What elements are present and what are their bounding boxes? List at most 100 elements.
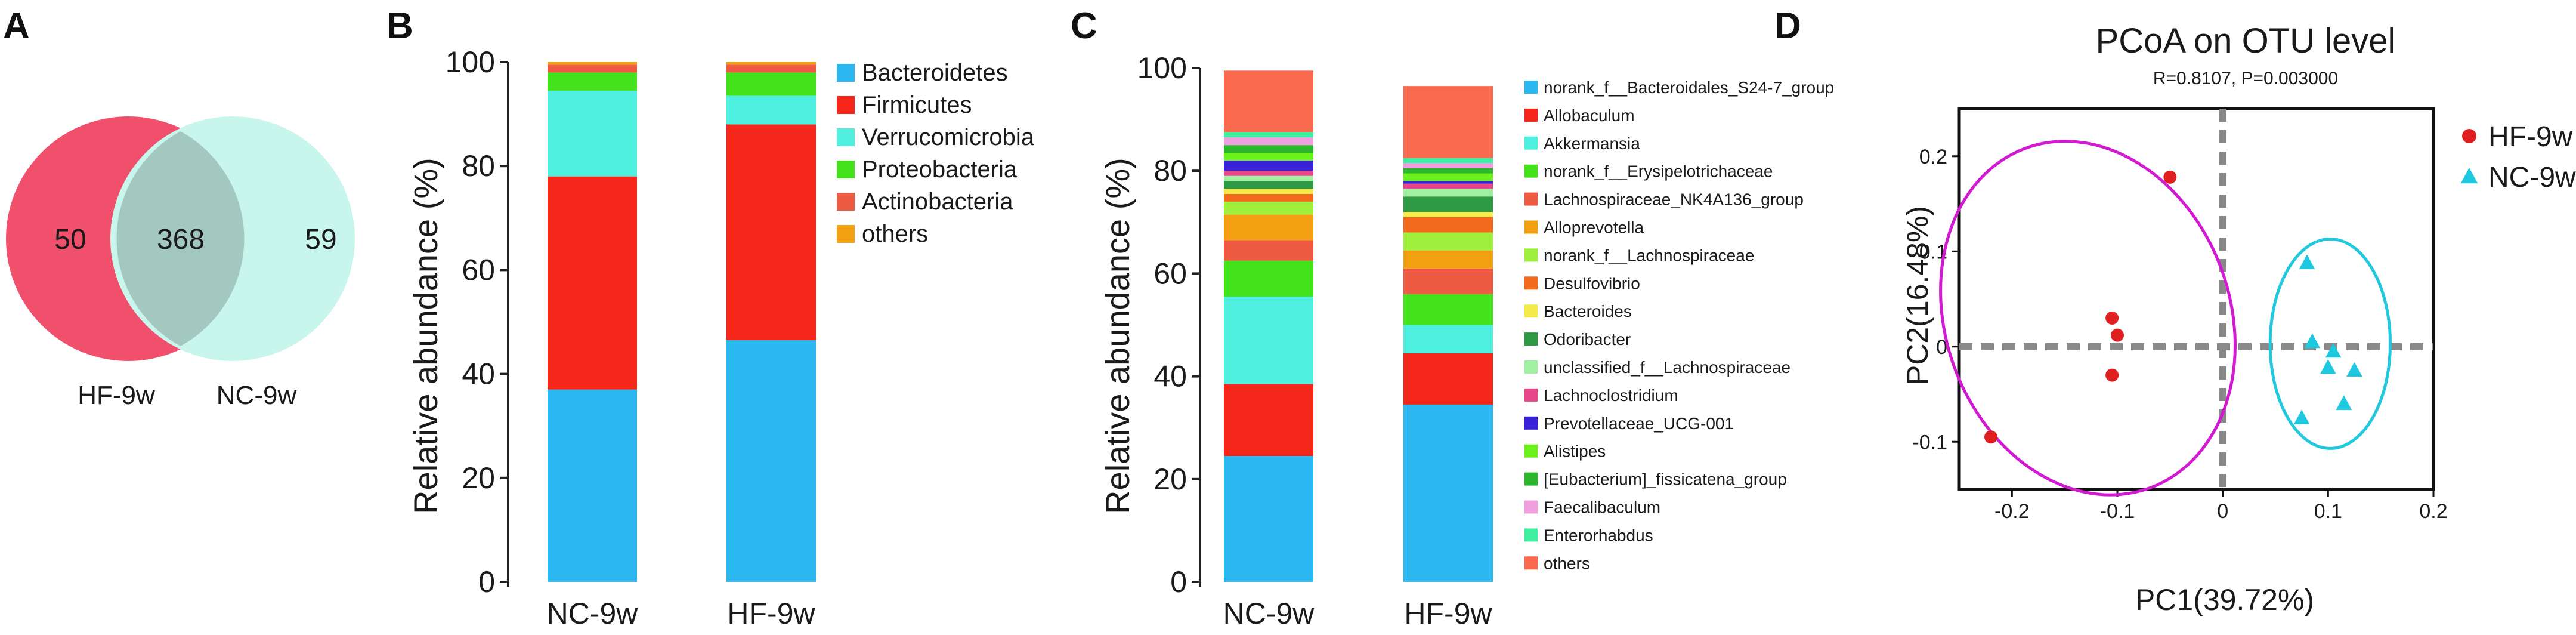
c-legend-label: Alloprevotella [1544, 218, 1644, 237]
pcoa-point-nc-9w [2320, 359, 2336, 374]
c-legend-swatch [1524, 360, 1538, 374]
c-legend-swatch [1524, 500, 1538, 514]
pcoa-point-nc-9w [2304, 333, 2321, 349]
pcoa-title: PCoA on OTU level [2096, 21, 2396, 60]
c-legend-swatch [1524, 220, 1538, 234]
venn-count-hf-only: 50 [54, 224, 86, 255]
c-bar-segment-nc-9w-13 [1224, 153, 1313, 161]
c-bar-segment-nc-9w-7 [1224, 193, 1313, 202]
b-bar-segment-nc-9w-3 [548, 72, 637, 91]
c-y-tick-label: 60 [1154, 257, 1187, 290]
c-legend-label: others [1544, 554, 1590, 572]
b-x-tick-label: HF-9w [727, 597, 815, 630]
pcoa-legend-marker [2462, 129, 2476, 143]
c-bar-segment-hf-9w-10 [1403, 189, 1493, 197]
pcoa-point-hf-9w [2111, 328, 2124, 342]
b-legend-label: Verrucomicrobia [862, 124, 1035, 150]
pcoa-point-hf-9w [2105, 311, 2119, 325]
c-legend-swatch [1524, 81, 1538, 94]
pcoa-point-hf-9w [2163, 170, 2177, 184]
c-legend-swatch [1524, 472, 1538, 486]
c-bar-segment-nc-9w-10 [1224, 175, 1313, 181]
pcoa-legend: HF-9w NC-9w [2460, 121, 2576, 193]
b-x-tick-label: NC-9w [547, 597, 639, 630]
b-legend-label: Firmicutes [862, 92, 972, 118]
panel-label-d: D [1774, 5, 1801, 47]
c-legend-swatch [1524, 528, 1538, 542]
c-y-tick-label: 100 [1137, 51, 1187, 85]
b-legend-label: others [862, 221, 928, 247]
b-y-tick-label: 40 [462, 357, 495, 391]
panel-label-b: B [386, 5, 413, 47]
c-bar-segment-hf-9w-17 [1403, 86, 1493, 158]
b-bar-segment-hf-9w-5 [726, 62, 816, 65]
c-bar-segment-hf-9w-4 [1403, 268, 1493, 294]
panel-d: D PCoA on OTU level R=0.8107, P=0.003000… [1774, 5, 2576, 616]
pcoa-x-axis-title: PC1(39.72%) [2135, 583, 2314, 616]
c-bar-segment-nc-9w-16 [1224, 132, 1313, 138]
c-legend-label: Faecalibaculum [1544, 498, 1660, 517]
pcoa-subtitle: R=0.8107, P=0.003000 [2153, 69, 2338, 88]
panel-c: C Relative abundance (%) 0 20 40 60 80 100 NC-… [1071, 5, 1834, 630]
c-legend-swatch [1524, 108, 1538, 122]
b-bar-segment-hf-9w-2 [726, 95, 816, 125]
c-bar-segment-hf-9w-13 [1403, 173, 1493, 181]
c-bar-segment-hf-9w-8 [1403, 212, 1493, 217]
b-legend-swatch [837, 128, 855, 146]
b-legend-label: Actinobacteria [862, 189, 1013, 215]
b-bar-segment-nc-9w-5 [548, 62, 637, 65]
b-y-tick-label: 20 [462, 461, 495, 495]
pcoa-y-tick-label: 0.2 [1919, 146, 1947, 168]
pcoa-legend-marker [2460, 168, 2478, 184]
b-plot-area: 0 20 40 60 80 100 NC-9w HF-9w [446, 45, 816, 630]
pcoa-ellipse-nc-9w [2268, 238, 2392, 450]
c-bar-segment-hf-9w-7 [1403, 217, 1493, 233]
c-legend-swatch [1524, 192, 1538, 206]
c-legend: norank_f__Bacteroidales_S24-7_group Allob… [1524, 78, 1834, 572]
c-legend-label: norank_f__Bacteroidales_S24-7_group [1544, 78, 1834, 97]
b-bar-segment-hf-9w-3 [726, 72, 816, 96]
b-legend: Bacteroidetes Firmicutes Verrucomicrobia Pr… [837, 60, 1035, 247]
b-legend-swatch [837, 225, 855, 243]
c-x-tick-label: HF-9w [1404, 597, 1492, 630]
c-plot-area: 0 20 40 60 80 100 NC-9w HF-9w [1137, 51, 1493, 630]
c-y-tick-label: 20 [1154, 463, 1187, 496]
b-bar-segment-hf-9w-0 [726, 340, 816, 582]
c-bar-segment-hf-9w-5 [1403, 250, 1493, 269]
c-bar-segment-nc-9w-14 [1224, 145, 1313, 153]
c-legend-swatch [1524, 444, 1538, 458]
pcoa-point-nc-9w [2336, 395, 2352, 410]
b-bar-segment-hf-9w-1 [726, 124, 816, 340]
c-legend-swatch [1524, 136, 1538, 150]
panel-label-a: A [3, 5, 30, 47]
c-legend-label: norank_f__Lachnospiraceae [1544, 246, 1754, 264]
c-legend-label: Lachnospiraceae_NK4A136_group [1544, 190, 1804, 209]
b-y-tick-label: 0 [478, 565, 495, 599]
c-y-tick-label: 0 [1170, 565, 1187, 599]
c-bar-segment-hf-9w-2 [1403, 325, 1493, 353]
b-y-axis-title: Relative abundance (%) [407, 158, 444, 514]
pcoa-x-tick-label: 0 [2217, 500, 2228, 523]
pcoa-point-hf-9w [2105, 368, 2119, 382]
b-legend-label: Bacteroidetes [862, 60, 1008, 86]
b-legend-label: Proteobacteria [862, 156, 1018, 183]
c-legend-label: norank_f__Erysipelotrichaceae [1544, 162, 1773, 181]
c-bar-segment-hf-9w-16 [1403, 158, 1493, 164]
c-legend-swatch [1524, 304, 1538, 318]
c-bar-segment-nc-9w-17 [1224, 70, 1313, 132]
c-legend-swatch [1524, 248, 1538, 262]
b-bar-segment-nc-9w-0 [548, 389, 637, 582]
b-legend-swatch [837, 193, 855, 211]
pcoa-point-nc-9w [2299, 254, 2315, 269]
b-y-tick-label: 60 [462, 253, 495, 286]
pcoa-frame [1957, 107, 2435, 491]
pcoa-legend-label: HF-9w [2488, 121, 2573, 153]
b-bar-segment-hf-9w-4 [726, 64, 816, 73]
c-bar-segment-hf-9w-1 [1403, 353, 1493, 405]
pcoa-plot-area: -0.2 -0.1 0 0.1 0.2-0.100.10.2 [1912, 107, 2448, 523]
pcoa-ellipse-hf-9w [1939, 140, 2237, 497]
c-bar-segment-hf-9w-15 [1403, 163, 1493, 168]
venn-count-nc-only: 59 [305, 224, 336, 255]
c-legend-label: Enterorhabdus [1544, 526, 1653, 544]
b-bar-segment-nc-9w-1 [548, 176, 637, 390]
